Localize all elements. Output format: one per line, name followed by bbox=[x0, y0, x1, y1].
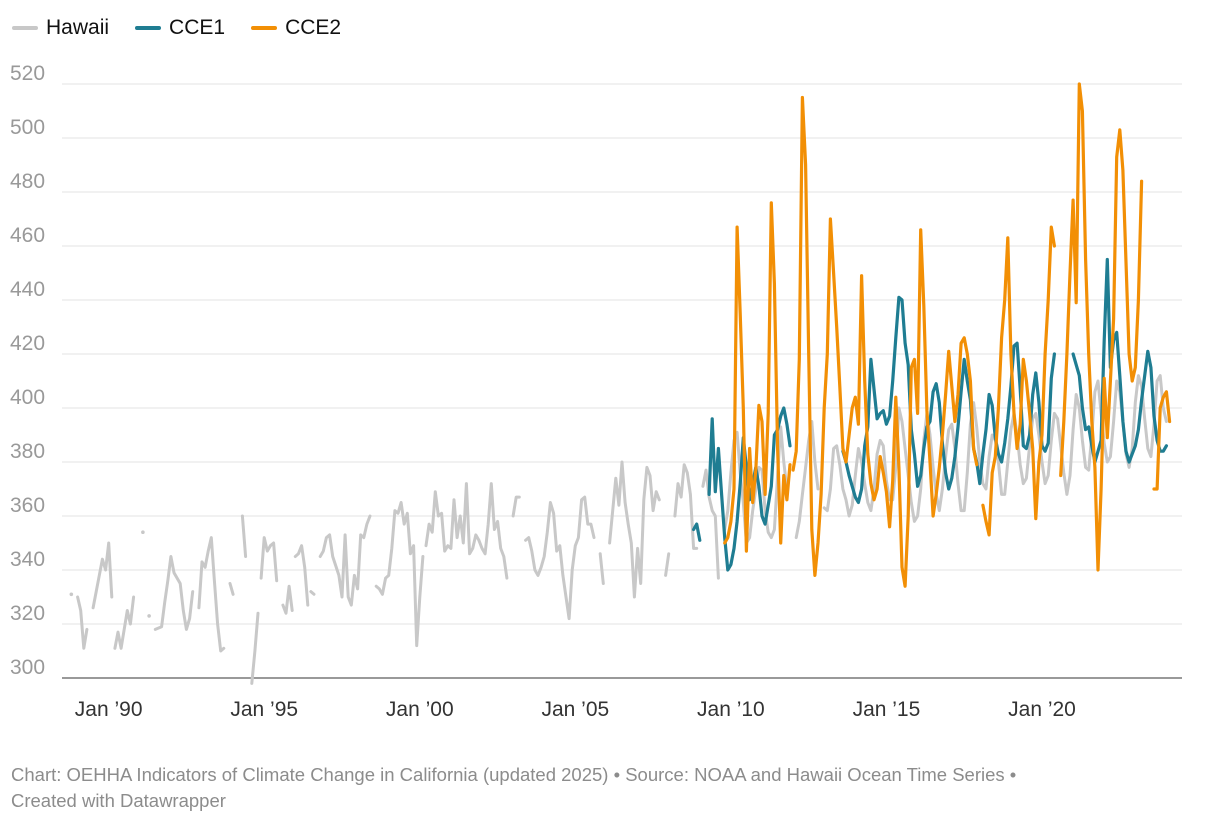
y-tick-label: 460 bbox=[10, 224, 45, 247]
series-line-segment bbox=[701, 468, 720, 580]
y-tick-label: 440 bbox=[10, 278, 45, 301]
x-tick-label: Jan ’95 bbox=[230, 698, 298, 721]
series-hawaii bbox=[69, 374, 1168, 685]
series-line-segment bbox=[511, 495, 521, 518]
legend-swatch-cce1 bbox=[135, 26, 162, 30]
footer-source-line: Chart: OEHHA Indicators of Climate Chang… bbox=[11, 764, 1017, 785]
y-tick-label: 500 bbox=[10, 116, 45, 139]
legend-swatch-hawaii bbox=[12, 26, 38, 30]
chart-footer: Chart: OEHHA Indicators of Climate Chang… bbox=[11, 762, 1201, 814]
series-line-segment bbox=[598, 552, 605, 585]
series-line-segment bbox=[113, 595, 136, 650]
series-line-segment bbox=[1071, 257, 1168, 464]
series-line-segment bbox=[692, 522, 702, 542]
series-line-segment bbox=[524, 495, 596, 621]
series-line-segment bbox=[1059, 82, 1144, 572]
series-line-segment bbox=[1152, 390, 1172, 491]
series-line-segment bbox=[673, 463, 699, 550]
y-tick-label: 420 bbox=[10, 332, 45, 355]
series-line-segment bbox=[723, 201, 792, 553]
series-line-segment bbox=[424, 482, 509, 580]
series-line-segment bbox=[794, 420, 820, 540]
legend-label-hawaii: Hawaii bbox=[46, 16, 110, 39]
series-line-segment bbox=[608, 460, 661, 599]
y-tick-label: 320 bbox=[10, 602, 45, 625]
series-lines bbox=[69, 82, 1172, 685]
y-tick-label: 480 bbox=[10, 170, 45, 193]
series-line-segment bbox=[259, 536, 279, 583]
legend-label-cce1: CCE1 bbox=[169, 16, 226, 39]
x-tick-label: Jan ’00 bbox=[386, 698, 454, 721]
series-point bbox=[141, 530, 145, 534]
series-cce2 bbox=[723, 82, 1172, 588]
series-line-segment bbox=[76, 595, 89, 650]
y-tick-label: 360 bbox=[10, 494, 45, 517]
series-line-segment bbox=[374, 501, 425, 648]
series-line-segment bbox=[841, 295, 1056, 505]
series-line-segment bbox=[240, 514, 248, 558]
y-tick-label: 520 bbox=[10, 62, 45, 85]
x-tick-label: Jan ’10 bbox=[697, 698, 765, 721]
series-line-segment bbox=[791, 95, 979, 588]
series-line-segment bbox=[281, 584, 294, 615]
legend-item-cce2: CCE2 bbox=[251, 16, 341, 40]
y-tick-label: 300 bbox=[10, 656, 45, 679]
series-line-segment bbox=[153, 555, 195, 631]
series-line-segment bbox=[309, 590, 316, 596]
y-tick-label: 400 bbox=[10, 386, 45, 409]
gridlines bbox=[62, 83, 1182, 679]
footer-credit-line: Created with Datawrapper bbox=[11, 790, 226, 811]
x-tick-label: Jan ’05 bbox=[541, 698, 609, 721]
x-axis-ticks: Jan ’90 Jan ’95 Jan ’00 Jan ’05 Jan ’10 Jan ’… bbox=[75, 698, 1076, 721]
series-line-segment bbox=[250, 611, 260, 685]
x-tick-label: Jan ’90 bbox=[75, 698, 143, 721]
x-tick-label: Jan ’20 bbox=[1008, 698, 1076, 721]
legend-label-cce2: CCE2 bbox=[285, 16, 342, 39]
series-point bbox=[147, 614, 151, 618]
x-tick-label: Jan ’15 bbox=[853, 698, 921, 721]
legend-swatch-cce2 bbox=[251, 26, 278, 30]
y-axis-ticks: 300 320 340 360 380 400 420 440 460 480 500 520 bbox=[10, 62, 45, 679]
series-point bbox=[69, 592, 74, 597]
series-line-segment bbox=[318, 514, 372, 607]
line-chart: 300 320 340 360 380 400 420 440 460 480 500 520 Jan… bbox=[10, 62, 1182, 721]
y-tick-label: 340 bbox=[10, 548, 45, 571]
series-line-segment bbox=[293, 544, 310, 607]
series-line-segment bbox=[981, 225, 1056, 537]
series-line-segment bbox=[228, 582, 235, 596]
legend-item-hawaii: Hawaii bbox=[12, 16, 109, 40]
series-line-segment bbox=[664, 552, 671, 577]
y-tick-label: 380 bbox=[10, 440, 45, 463]
legend-item-cce1: CCE1 bbox=[135, 16, 225, 40]
chart-legend: Hawaii CCE1 CCE2 bbox=[12, 16, 367, 40]
series-line-segment bbox=[197, 536, 226, 653]
series-line-segment bbox=[91, 541, 114, 610]
